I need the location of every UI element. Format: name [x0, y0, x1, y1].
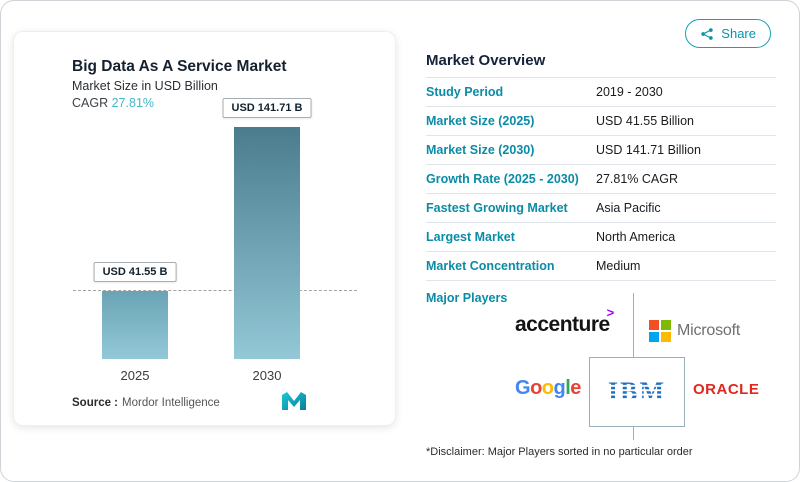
accenture-logo-text: accenture — [515, 313, 610, 336]
table-row: Largest Market North America — [426, 223, 776, 252]
reference-dashed-line — [73, 290, 357, 291]
row-label: Fastest Growing Market — [426, 201, 568, 215]
accenture-logo: accenture > — [515, 305, 614, 337]
bar-2025-value-label: USD 41.55 B — [93, 262, 177, 282]
ibm-logo-text: IBM — [608, 378, 666, 406]
row-value: North America — [596, 230, 676, 244]
players-disclaimer: *Disclaimer: Major Players sorted in no … — [426, 446, 693, 458]
bar-2025-fill — [102, 291, 168, 359]
bar-2030-value-label: USD 141.71 B — [222, 98, 312, 118]
row-label: Market Size (2030) — [426, 143, 535, 157]
x-axis-label-2030: 2030 — [252, 368, 282, 383]
microsoft-logo: Microsoft — [649, 320, 740, 342]
ibm-striped-wordmark-icon: IBM — [608, 378, 666, 406]
share-button-label: Share — [721, 26, 756, 41]
row-value: 27.81% CAGR — [596, 172, 678, 186]
oracle-logo: ORACLE — [693, 381, 760, 398]
players-divider-top — [633, 293, 634, 357]
bar-2025: USD 41.55 B 2025 — [93, 262, 177, 383]
source-label: Source : — [72, 397, 119, 409]
market-chart-card: Big Data As A Service Market Market Size… — [13, 31, 396, 426]
chart-title: Big Data As A Service Market — [72, 58, 287, 75]
cagr-value: 27.81% — [111, 96, 155, 110]
row-value: USD 141.71 Billion — [596, 143, 701, 157]
table-row: Study Period 2019 - 2030 — [426, 78, 776, 107]
row-label: Largest Market — [426, 230, 515, 244]
players-divider-bottom — [633, 427, 634, 440]
ibm-logo: IBM — [589, 357, 685, 427]
row-label: Growth Rate (2025 - 2030) — [426, 172, 579, 186]
bar-2030: USD 141.71 B 2030 — [222, 98, 312, 383]
row-value: 2019 - 2030 — [596, 85, 663, 99]
chart-subtitle: Market Size in USD Billion — [72, 79, 218, 93]
table-row: Market Concentration Medium — [426, 252, 776, 281]
major-players-grid: accenture > Microsoft Google IBM ORACLE — [501, 293, 776, 441]
microsoft-squares-icon — [649, 320, 671, 342]
row-label: Market Size (2025) — [426, 114, 535, 128]
row-label: Market Concentration — [426, 259, 555, 273]
source-attribution: Source : Mordor Intelligence — [72, 397, 220, 409]
chart-cagr: CAGR 27.81% — [72, 96, 154, 110]
major-players-label: Major Players — [426, 291, 508, 305]
row-value: USD 41.55 Billion — [596, 114, 694, 128]
google-logo: Google — [515, 377, 581, 399]
market-overview-table: Study Period 2019 - 2030 Market Size (202… — [426, 77, 776, 281]
cagr-label: CAGR — [72, 96, 109, 110]
microsoft-logo-text: Microsoft — [677, 322, 741, 339]
table-row: Growth Rate (2025 - 2030) 27.81% CAGR — [426, 165, 776, 194]
table-row: Fastest Growing Market Asia Pacific — [426, 194, 776, 223]
market-overview-title: Market Overview — [426, 52, 546, 69]
table-row: Market Size (2025) USD 41.55 Billion — [426, 107, 776, 136]
row-label: Study Period — [426, 85, 504, 99]
row-value: Medium — [596, 259, 641, 273]
bar-chart-plot: USD 41.55 B 2025 USD 141.71 B 2030 — [69, 98, 359, 383]
source-name: Mordor Intelligence — [122, 397, 220, 409]
share-button[interactable]: Share — [685, 19, 771, 48]
row-value: Asia Pacific — [596, 201, 661, 215]
share-nodes-icon — [701, 27, 713, 40]
accenture-symbol-icon: > — [606, 305, 615, 320]
table-row: Market Size (2030) USD 141.71 Billion — [426, 136, 776, 165]
mordor-intelligence-logo-icon — [282, 392, 306, 410]
bar-2030-fill — [234, 127, 300, 359]
x-axis-label-2025: 2025 — [120, 368, 150, 383]
